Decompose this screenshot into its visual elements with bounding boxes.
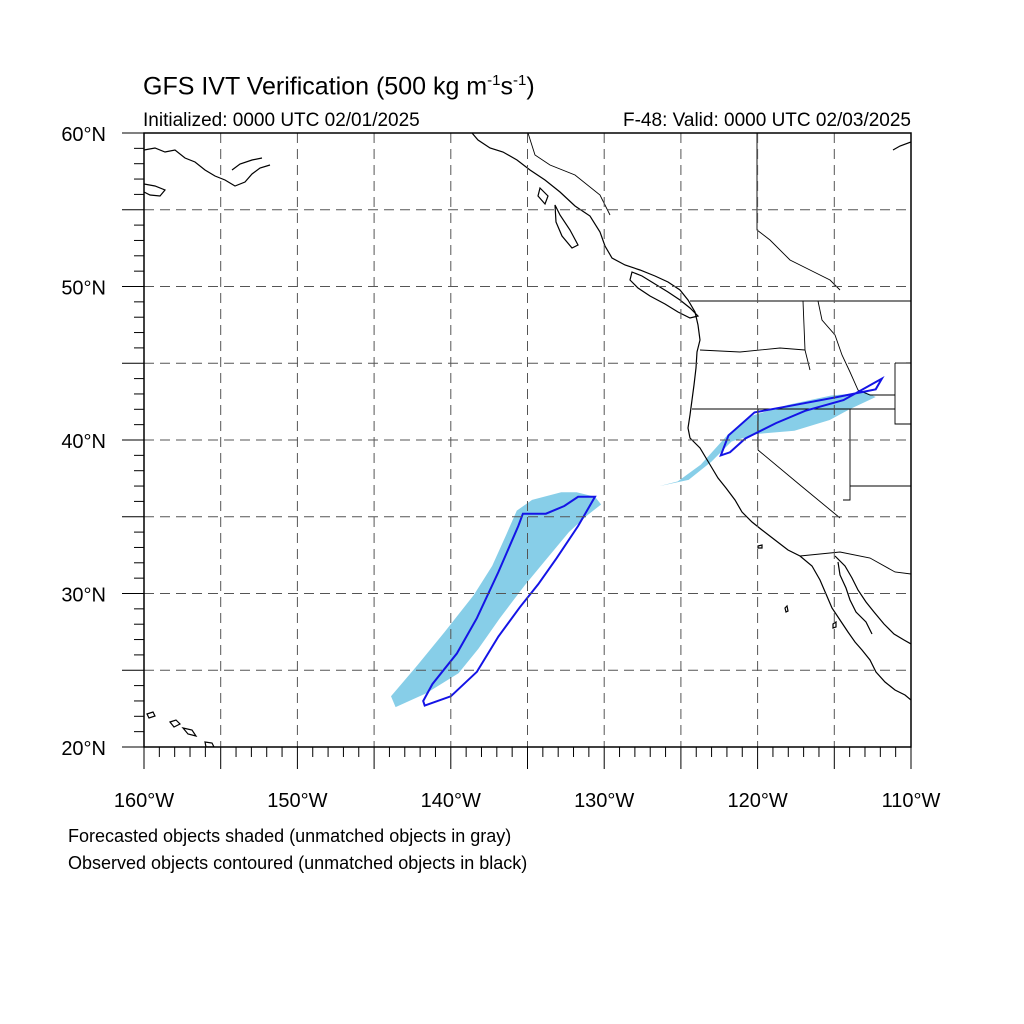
title-exp1: -1 [487, 72, 501, 89]
border-us-mexico [799, 551, 911, 575]
lat-tick-label: 20°N [61, 738, 106, 760]
coastline-alaska [144, 147, 271, 187]
coastline-gulf [834, 555, 911, 645]
valid-label: F-48: Valid: 0000 UTC 02/03/2025 [623, 110, 911, 131]
border-canada-provinces [756, 133, 841, 291]
initialized-label: Initialized: 0000 UTC 02/01/2025 [143, 110, 420, 131]
observed-contour-1 [422, 495, 597, 707]
coastline-peninsula [231, 157, 263, 171]
coastline-baja-east [837, 561, 873, 635]
border-idaho-wa [802, 300, 811, 371]
border-wyoming [894, 362, 911, 425]
island-g [832, 620, 837, 629]
lon-tick-label: 110°W [882, 790, 941, 812]
axis-ticks [122, 132, 912, 769]
lat-tick-label: 40°N [61, 431, 106, 453]
island-d [204, 741, 215, 747]
political-borders [527, 133, 911, 575]
axis-labels: 160°W 150°W 140°W 130°W 120°W 110°W 20°N 30°N 40… [61, 124, 940, 812]
title-suffix: ) [526, 72, 535, 101]
coastline-islands [554, 204, 579, 249]
title-mid: s [500, 72, 513, 101]
coastline-island-b [537, 186, 549, 206]
observed-objects [422, 375, 885, 707]
island-a [146, 711, 156, 719]
island-e [757, 544, 763, 549]
border-washington-oregon [699, 347, 806, 353]
border-montana-idaho [817, 300, 895, 396]
coastline-kodiak [144, 183, 166, 197]
island-c [181, 727, 198, 737]
border-alaska [527, 133, 611, 216]
forecast-objects [391, 392, 876, 708]
island-f [784, 604, 789, 613]
lat-tick-label: 30°N [61, 585, 106, 607]
island-b [168, 719, 182, 728]
lat-tick-label: 60°N [61, 124, 106, 146]
lon-tick-label: 160°W [114, 790, 174, 812]
observed-contour-2 [719, 375, 885, 458]
coastline-vancouver-island [629, 271, 700, 319]
coastlines [144, 133, 911, 747]
title-prefix: GFS IVT Verification (500 kg m [143, 72, 488, 101]
lat-tick-label: 50°N [61, 278, 106, 300]
coastline-hudson [892, 141, 911, 151]
footnote-observed: Observed objects contoured (unmatched ob… [68, 853, 528, 873]
grid-lines [144, 133, 911, 747]
coastline-west-coast [471, 133, 911, 701]
map-title: GFS IVT Verification (500 kg m-1s-1) [143, 72, 535, 101]
forecast-object-2 [659, 392, 876, 487]
footnote-forecast: Forecasted objects shaded (unmatched obj… [68, 826, 512, 846]
forecast-object-1 [391, 492, 602, 708]
lon-tick-label: 120°W [727, 790, 787, 812]
border-nevada-utah [843, 409, 851, 501]
lon-tick-label: 130°W [574, 790, 634, 812]
lon-tick-label: 140°W [421, 790, 481, 812]
lon-tick-label: 150°W [267, 790, 327, 812]
title-exp2: -1 [512, 72, 527, 89]
